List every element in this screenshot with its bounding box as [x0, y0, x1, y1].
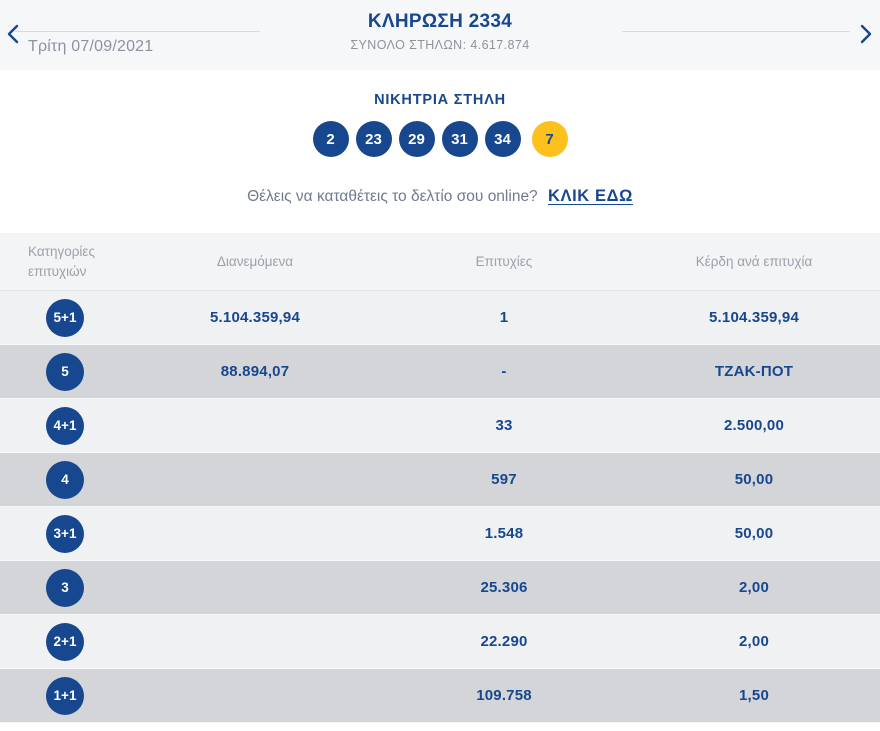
winners-value: 1	[499, 309, 509, 326]
prize-results-table: Κατηγορίες επιτυχιών Διανεμόμενα Επιτυχί…	[0, 233, 880, 723]
table-row: 4+1 33 2.500,00	[0, 399, 880, 453]
winning-number-ball: 31	[441, 121, 478, 157]
category-cell: 1+1	[0, 676, 130, 715]
table-row: 1+1 109.758 1,50	[0, 669, 880, 723]
table-row: 3 25.306 2,00	[0, 561, 880, 615]
winners-value: 33	[495, 417, 513, 434]
previous-draw-button[interactable]	[2, 21, 24, 47]
column-header-winners: Επιτυχίες	[475, 253, 533, 269]
winning-number-ball: 29	[398, 121, 435, 157]
category-cell: 4+1	[0, 406, 130, 445]
winning-number-ball: 34	[484, 121, 521, 157]
prize-value: 5.104.359,94	[709, 309, 799, 326]
winning-number-ball: 2	[312, 121, 349, 157]
winners-value: -	[501, 363, 507, 380]
winners-value: 597	[491, 471, 517, 488]
category-badge: 3+1	[46, 514, 84, 553]
joker-number-ball: 7	[531, 121, 568, 157]
category-badge: 3	[46, 568, 84, 607]
category-badge: 4	[46, 460, 84, 499]
table-row: 2+1 22.290 2,00	[0, 615, 880, 669]
winners-value: 1.548	[484, 525, 524, 542]
winners-value: 25.306	[480, 579, 528, 596]
click-here-link[interactable]: ΚΛΙΚ ΕΔΩ	[548, 187, 633, 205]
draw-nav-header: Τρίτη 07/09/2021 ΚΛΗΡΩΣΗ 2334 ΣΥΝΟΛΟ ΣΤΗ…	[0, 0, 880, 70]
winning-column-section: ΝΙΚΗΤΡΙΑ ΣΤΗΛΗ 2 23 29 31 34 7 Θέλεις να κατα…	[0, 70, 880, 206]
table-row: 4 597 50,00	[0, 453, 880, 507]
table-row: 3+1 1.548 50,00	[0, 507, 880, 561]
prize-value: 2,00	[739, 579, 769, 596]
category-cell: 5	[0, 352, 130, 391]
category-cell: 3+1	[0, 514, 130, 553]
prize-value: 2.500,00	[724, 417, 784, 434]
column-header-prize: Κέρδη ανά επιτυχία	[695, 253, 813, 269]
table-row: 5+1 5.104.359,94 1 5.104.359,94	[0, 291, 880, 345]
category-badge: 5+1	[46, 298, 84, 337]
prize-value: 2,00	[739, 633, 769, 650]
category-badge: 5	[46, 352, 84, 391]
chevron-right-icon	[860, 24, 872, 44]
promo-text: Θέλεις να καταθέτεις το δελτίο σου onlin…	[247, 188, 538, 205]
category-cell: 5+1	[0, 298, 130, 337]
category-cell: 4	[0, 460, 130, 499]
chevron-left-icon	[7, 24, 19, 44]
category-badge: 4+1	[46, 406, 84, 445]
category-badge: 2+1	[46, 622, 84, 661]
prize-value: 50,00	[734, 471, 774, 488]
category-badge: 1+1	[46, 676, 84, 715]
column-header-categories: Κατηγορίες επιτυχιών	[28, 243, 95, 279]
prize-value: 50,00	[734, 525, 774, 542]
draw-date: Τρίτη 07/09/2021	[28, 38, 154, 55]
winning-column-heading: ΝΙΚΗΤΡΙΑ ΣΤΗΛΗ	[374, 92, 506, 108]
table-header-row: Κατηγορίες επιτυχιών Διανεμόμενα Επιτυχί…	[0, 233, 880, 291]
winners-value: 109.758	[476, 687, 532, 704]
category-cell: 2+1	[0, 622, 130, 661]
prize-value: 1,50	[739, 687, 769, 704]
distributed-value: 88.894,07	[220, 363, 290, 380]
category-cell: 3	[0, 568, 130, 607]
right-divider-line	[622, 31, 850, 32]
column-header-distributed: Διανεμόμενα	[216, 253, 294, 269]
prize-value: ΤΖΑΚ-ΠΟΤ	[714, 363, 794, 380]
online-promo-line: Θέλεις να καταθέτεις το δελτίο σου onlin…	[0, 187, 880, 206]
next-draw-button[interactable]	[855, 21, 877, 47]
results-table-body: 5+1 5.104.359,94 1 5.104.359,94 5 88.894,07 - Τ…	[0, 291, 880, 723]
left-divider-line	[15, 31, 260, 32]
winners-value: 22.290	[480, 633, 528, 650]
total-columns-label: ΣΥΝΟΛΟ ΣΤΗΛΩΝ: 4.617.874	[350, 38, 530, 52]
winning-number-ball: 23	[355, 121, 392, 157]
draw-title: ΚΛΗΡΩΣΗ 2334	[367, 11, 513, 32]
table-row: 5 88.894,07 - ΤΖΑΚ-ΠΟΤ	[0, 345, 880, 399]
winning-numbers: 2 23 29 31 34 7	[0, 121, 880, 157]
distributed-value: 5.104.359,94	[210, 309, 300, 326]
